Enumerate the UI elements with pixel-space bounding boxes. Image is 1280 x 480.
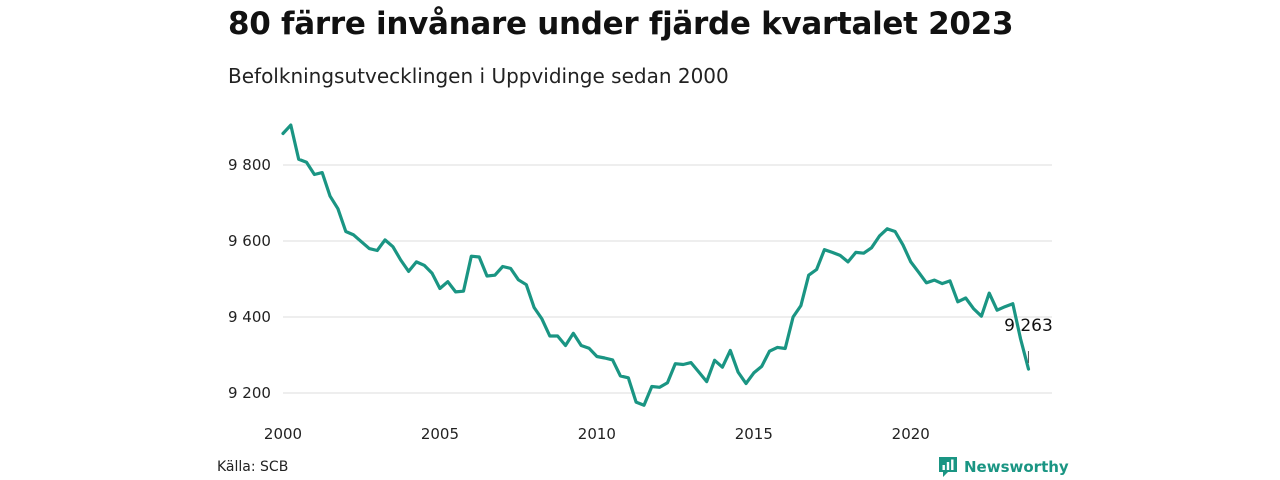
chart-subtitle: Befolkningsutvecklingen i Uppvidinge sed…: [228, 64, 729, 88]
annotation-layer: 9 263: [1004, 316, 1053, 364]
brand-name: Newsworthy: [964, 458, 1069, 476]
x-axis-ticks: 2000 2005 2010 2015 2020: [264, 425, 930, 443]
last-value-label: 9 263: [1004, 316, 1053, 336]
series-layer: [281, 123, 1031, 407]
chart-title: 80 färre invånare under fjärde kvartalet…: [228, 6, 1014, 42]
brand[interactable]: Newsworthy: [938, 456, 1069, 478]
y-tick-label: 9 600: [228, 232, 271, 250]
y-tick-label: 9 200: [228, 384, 271, 402]
series-line: [281, 123, 1031, 407]
gridlines: [283, 164, 1052, 394]
x-tick-label: 2000: [264, 425, 302, 443]
y-axis-ticks: 9 200 9 400 9 600 9 800: [228, 156, 271, 402]
newsworthy-logo-icon: [939, 457, 957, 477]
x-tick-label: 2010: [578, 425, 616, 443]
source-label: Källa: SCB: [217, 459, 289, 475]
x-tick-label: 2020: [892, 425, 930, 443]
line-chart: 9 200 9 400 9 600 9 800 2000 2005 2010 2015 202…: [228, 123, 1053, 443]
x-tick-label: 2005: [421, 425, 459, 443]
x-tick-label: 2015: [735, 425, 773, 443]
y-tick-label: 9 800: [228, 156, 271, 174]
y-tick-label: 9 400: [228, 308, 271, 326]
